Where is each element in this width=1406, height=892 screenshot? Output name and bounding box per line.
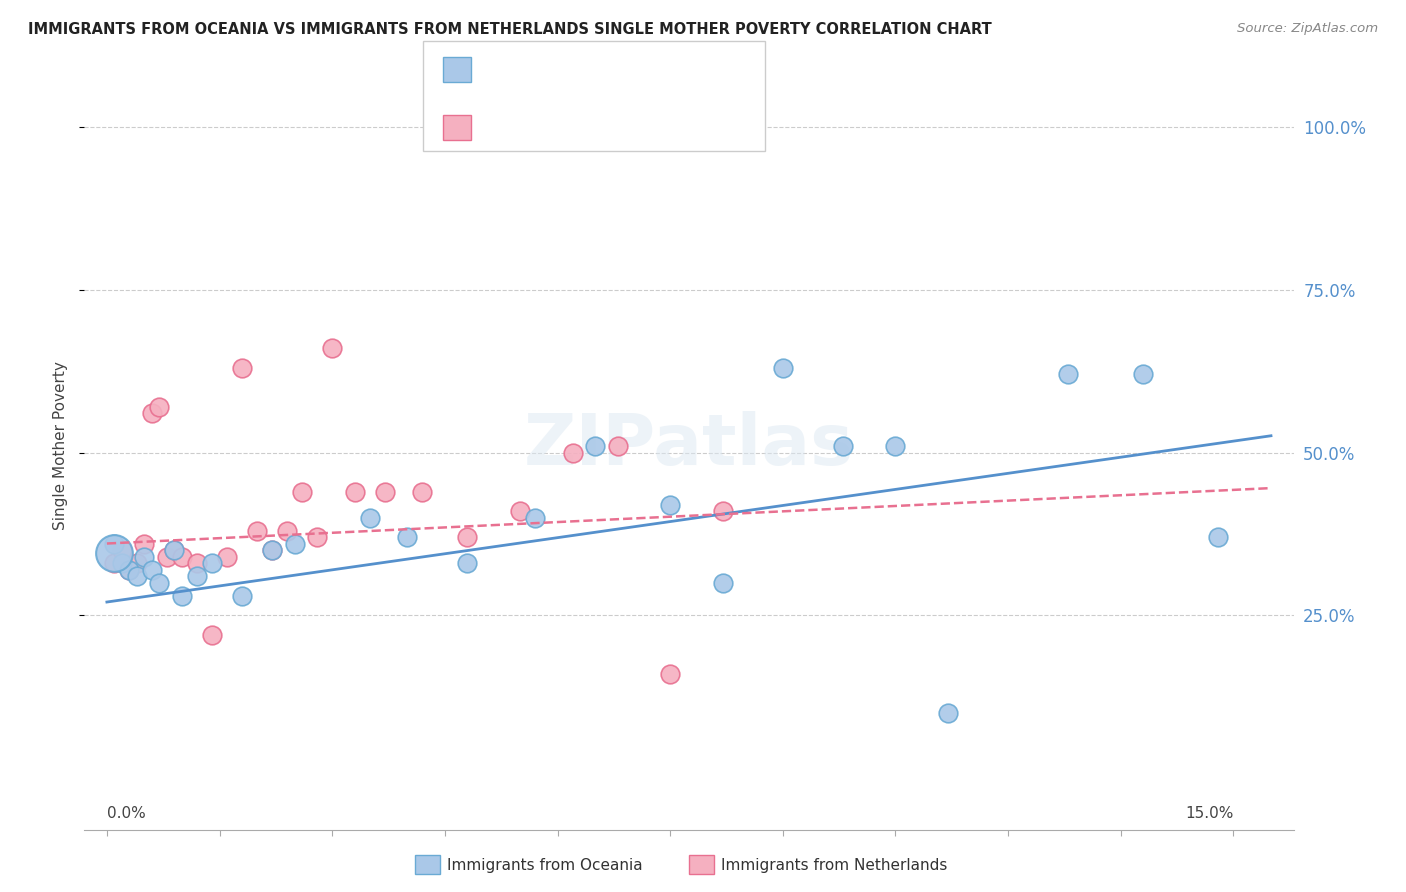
Point — [163, 543, 186, 558]
Point — [262, 543, 284, 558]
Point — [374, 484, 396, 499]
Point — [321, 342, 343, 356]
Point — [170, 549, 193, 564]
Point — [456, 530, 478, 544]
Point — [276, 524, 298, 538]
Point — [583, 439, 606, 453]
Point — [1132, 368, 1154, 382]
Point — [111, 556, 134, 570]
Point — [291, 484, 314, 499]
Point — [118, 562, 141, 576]
Point — [1208, 530, 1230, 544]
Text: N =: N = — [588, 119, 624, 136]
Text: Immigrants from Netherlands: Immigrants from Netherlands — [721, 858, 948, 872]
Point — [231, 589, 253, 603]
Point — [103, 536, 125, 550]
Point — [832, 439, 855, 453]
Point — [215, 549, 238, 564]
Text: R =: R = — [482, 61, 519, 78]
Point — [186, 556, 208, 570]
Point — [659, 498, 682, 512]
Point — [186, 569, 208, 583]
Point — [523, 510, 546, 524]
Point — [884, 439, 907, 453]
Text: 0.219: 0.219 — [522, 119, 578, 136]
Point — [711, 575, 734, 590]
Point — [359, 510, 381, 524]
Text: R =: R = — [482, 119, 519, 136]
Text: 15.0%: 15.0% — [1185, 806, 1233, 822]
Text: Immigrants from Oceania: Immigrants from Oceania — [447, 858, 643, 872]
Y-axis label: Single Mother Poverty: Single Mother Poverty — [53, 361, 69, 531]
Text: IMMIGRANTS FROM OCEANIA VS IMMIGRANTS FROM NETHERLANDS SINGLE MOTHER POVERTY COR: IMMIGRANTS FROM OCEANIA VS IMMIGRANTS FR… — [28, 22, 991, 37]
Point — [284, 536, 307, 550]
Point — [141, 407, 163, 421]
Point — [411, 484, 433, 499]
Point — [1057, 368, 1080, 382]
Point — [711, 504, 734, 518]
Point — [246, 524, 269, 538]
Point — [231, 361, 253, 376]
Point — [111, 543, 134, 558]
Point — [396, 530, 419, 544]
Point — [456, 556, 478, 570]
Point — [134, 549, 156, 564]
Point — [156, 549, 179, 564]
Point — [343, 484, 366, 499]
Point — [772, 361, 794, 376]
Text: 0.0%: 0.0% — [107, 806, 146, 822]
Point — [163, 543, 186, 558]
Point — [170, 589, 193, 603]
Point — [118, 562, 141, 576]
Point — [659, 666, 682, 681]
Point — [148, 400, 170, 414]
Point — [606, 439, 628, 453]
Text: 29: 29 — [627, 119, 652, 136]
Point — [201, 627, 224, 641]
Text: 0.474: 0.474 — [522, 61, 578, 78]
Point — [125, 556, 148, 570]
Point — [148, 575, 170, 590]
Point — [103, 546, 125, 560]
Point — [262, 543, 284, 558]
Point — [936, 706, 959, 720]
Point — [307, 530, 329, 544]
Point — [141, 562, 163, 576]
Point — [509, 504, 531, 518]
Point — [134, 536, 156, 550]
Text: ZIPatlas: ZIPatlas — [524, 411, 853, 481]
Point — [561, 445, 583, 459]
Point — [125, 569, 148, 583]
Text: 28: 28 — [627, 61, 652, 78]
Point — [103, 556, 125, 570]
Point — [201, 556, 224, 570]
Text: Source: ZipAtlas.com: Source: ZipAtlas.com — [1237, 22, 1378, 36]
Text: N =: N = — [588, 61, 624, 78]
